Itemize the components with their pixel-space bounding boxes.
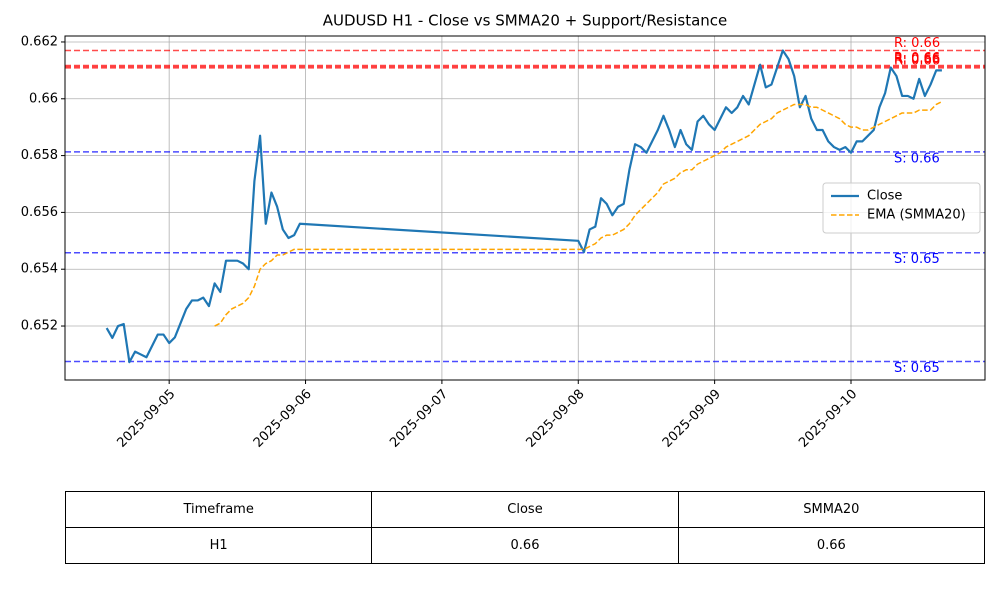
legend-label: Close <box>867 189 902 204</box>
support-label: S: 0.65 <box>894 252 940 267</box>
y-tick-label: 0.66 <box>29 91 58 106</box>
y-tick-label: 0.662 <box>21 34 58 49</box>
table-cell: Timeframe <box>64 491 373 528</box>
chart-title: AUDUSD H1 - Close vs SMMA20 + Support/Re… <box>323 12 728 30</box>
series-line <box>105 49 942 364</box>
y-tick-label: 0.652 <box>21 319 58 334</box>
y-tick-label: 0.656 <box>21 205 58 220</box>
legend-box <box>822 182 981 234</box>
table-cell: SMMA20 <box>677 491 986 528</box>
plot-frame <box>64 35 986 381</box>
x-tick-label: 2025-09-09 <box>660 387 724 451</box>
table-cell: H1 <box>64 527 373 564</box>
support-label: S: 0.66 <box>894 151 940 166</box>
resistance-label: R: 0.66 <box>894 51 940 66</box>
series-line <box>214 100 943 327</box>
legend-label: EMA (SMMA20) <box>867 208 966 223</box>
resistance-label: R: 0.66 <box>894 52 940 67</box>
y-tick-label: 0.654 <box>21 262 58 277</box>
table-header: Timeframe Close SMMA20 <box>64 491 986 528</box>
resistance-label: R: 0.66 <box>894 53 940 68</box>
x-tick-label: 2025-09-05 <box>114 387 178 451</box>
y-tick-label: 0.658 <box>21 148 58 163</box>
table-row: H1 0.66 0.66 <box>64 527 986 564</box>
resistance-label: R: 0.66 <box>894 36 940 51</box>
table-cell: Close <box>371 491 679 528</box>
x-tick-label: 2025-09-08 <box>524 387 588 451</box>
table-cell: 0.66 <box>677 527 986 564</box>
chart: AUDUSD H1 - Close vs SMMA20 + Support/Re… <box>21 12 986 451</box>
x-tick-label: 2025-09-07 <box>387 387 451 451</box>
table-cell: 0.66 <box>371 527 679 564</box>
x-tick-label: 2025-09-06 <box>251 387 315 451</box>
summary-table: Timeframe Close SMMA20 H1 0.66 0.66 <box>64 491 986 564</box>
support-label: S: 0.65 <box>894 361 940 376</box>
x-tick-label: 2025-09-10 <box>796 387 860 451</box>
